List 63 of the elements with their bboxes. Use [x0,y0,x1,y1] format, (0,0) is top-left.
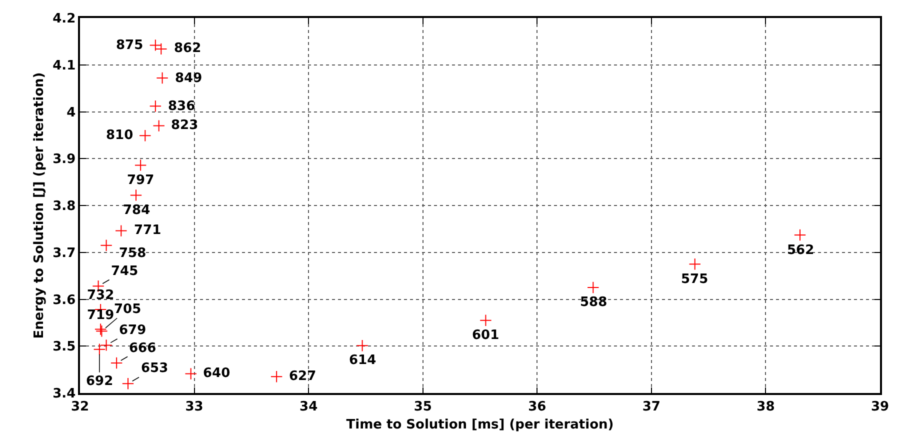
point [152,120,165,132]
point [93,343,106,356]
annotation: 875 [116,38,144,53]
annotation: 823 [171,118,198,133]
point [149,100,162,112]
y-tick-label: 4.1 [52,58,76,74]
x-tick-label: 33 [185,399,204,414]
annotation: 627 [289,369,316,384]
annotation: 562 [787,243,814,258]
point [100,239,112,252]
point [794,228,806,242]
annotation: 692 [86,374,114,389]
x-tick-label: 32 [70,399,90,414]
y-tick-label: 4.2 [52,12,76,27]
annotation: 758 [119,246,146,261]
annotation: 862 [174,41,202,56]
y-tick-label: 3.4 [52,386,76,402]
point [688,258,701,270]
x-tick-label: 34 [300,399,318,414]
point [115,224,128,237]
annotation: 719 [87,308,114,323]
annotation: 705 [114,302,142,317]
y-tick-label: 3.6 [52,292,76,308]
annotation: 640 [203,366,230,381]
annotation: 614 [349,353,376,368]
annotation: 784 [123,203,150,218]
annotation: 745 [111,264,138,279]
point [270,370,283,383]
annotation: 732 [87,288,114,303]
annotation: 810 [106,128,134,143]
y-tick-label: 4 [66,105,76,120]
x-axis-title: Time to Solution [ms] (per iteration) [346,417,614,432]
annotation: 797 [127,173,154,188]
annotation: 588 [580,295,608,310]
point [184,368,197,380]
annotation: 666 [129,341,156,356]
y-tick-label: 3.7 [52,246,76,261]
annotation: 575 [681,272,708,287]
point [156,72,168,84]
annotation: 601 [472,328,500,343]
point [100,339,112,352]
point [130,189,142,202]
x-tick-label: 36 [528,399,546,414]
point [480,314,492,326]
x-tick-label: 37 [642,399,660,414]
annotation: 836 [168,99,196,114]
point [587,281,600,294]
y-tick-label: 3.5 [52,340,76,355]
point [122,378,134,390]
point [356,340,368,352]
annotation: 679 [119,323,146,338]
annotation: 771 [134,223,162,238]
x-tick-label: 38 [756,399,775,414]
annotation: 653 [141,361,168,376]
point [110,356,123,370]
y-tick-label: 3.9 [52,152,76,168]
x-tick-label: 39 [870,399,890,414]
point [134,159,147,172]
y-tick-label: 3.8 [52,199,76,214]
annotation: 849 [175,71,202,86]
y-axis-title: Energy to Solution [J] (per iteration) [32,72,48,339]
x-tick-label: 35 [414,399,432,414]
point [139,130,152,142]
